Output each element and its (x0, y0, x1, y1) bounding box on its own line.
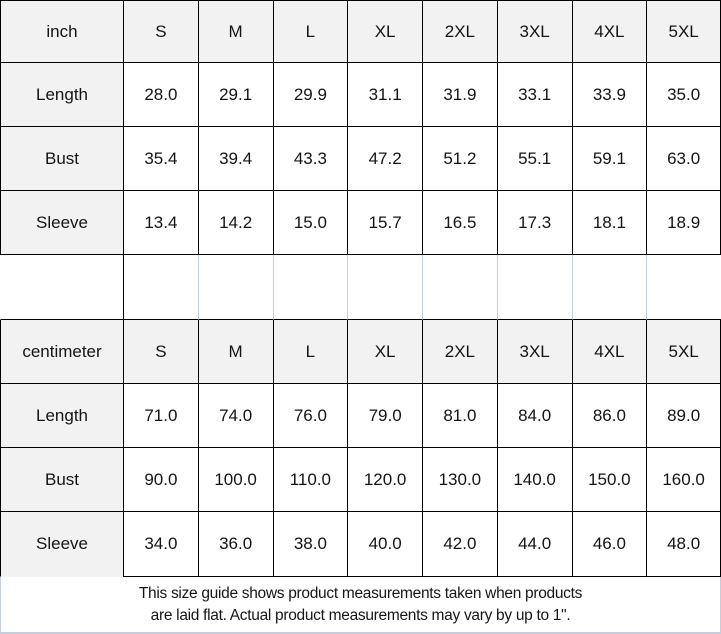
size-header-cell: 5XL (646, 320, 721, 384)
unit-header-cell: inch (0, 0, 123, 63)
value-cell: 55.1 (496, 127, 572, 191)
value-cell: 29.1 (197, 63, 273, 127)
value-cell: 15.0 (272, 191, 348, 255)
spacer-cell (0, 255, 123, 320)
row-label-cell: Bust (0, 448, 123, 512)
value-cell: 90.0 (123, 448, 198, 512)
size-header-cell: 2XL (422, 320, 497, 384)
size-header-cell: 3XL (496, 0, 572, 63)
size-header-cell: 4XL (571, 320, 647, 384)
value-cell: 35.0 (646, 63, 721, 127)
value-cell: 36.0 (197, 512, 273, 577)
value-cell: 43.3 (272, 127, 348, 191)
size-header-cell: XL (347, 320, 422, 384)
value-cell: 100.0 (197, 448, 273, 512)
value-cell: 31.9 (422, 63, 497, 127)
size-header-cell: XL (347, 0, 422, 63)
value-cell: 59.1 (571, 127, 647, 191)
value-cell: 160.0 (646, 448, 721, 512)
value-cell: 81.0 (422, 384, 497, 448)
value-cell: 33.1 (496, 63, 572, 127)
value-cell: 140.0 (496, 448, 572, 512)
spacer-cell (646, 255, 721, 320)
value-cell: 120.0 (347, 448, 422, 512)
value-cell: 46.0 (571, 512, 647, 577)
size-header-cell: M (197, 0, 273, 63)
value-cell: 35.4 (123, 127, 198, 191)
spacer-cell (422, 255, 497, 320)
value-cell: 18.1 (571, 191, 647, 255)
value-cell: 79.0 (347, 384, 422, 448)
value-cell: 15.7 (347, 191, 422, 255)
size-header-cell: L (272, 0, 348, 63)
row-label-cell: Bust (0, 127, 123, 191)
row-label-cell: Length (0, 63, 123, 127)
spacer-cell (571, 255, 647, 320)
value-cell: 150.0 (571, 448, 647, 512)
value-cell: 63.0 (646, 127, 721, 191)
size-header-cell: S (123, 0, 198, 63)
value-cell: 51.2 (422, 127, 497, 191)
value-cell: 28.0 (123, 63, 198, 127)
value-cell: 16.5 (422, 191, 497, 255)
spacer-cell (496, 255, 572, 320)
value-cell: 110.0 (272, 448, 348, 512)
row-label-cell: Sleeve (0, 191, 123, 255)
value-cell: 47.2 (347, 127, 422, 191)
value-cell: 38.0 (272, 512, 348, 577)
value-cell: 18.9 (646, 191, 721, 255)
footer-note-line: This size guide shows product measuremen… (138, 584, 583, 602)
footer-note: This size guide shows product measuremen… (0, 577, 721, 634)
value-cell: 39.4 (197, 127, 273, 191)
value-cell: 44.0 (496, 512, 572, 577)
value-cell: 130.0 (422, 448, 497, 512)
size-header-cell: L (272, 320, 348, 384)
size-header-cell: M (197, 320, 273, 384)
size-header-cell: 4XL (571, 0, 647, 63)
size-header-cell: 3XL (496, 320, 572, 384)
value-cell: 48.0 (646, 512, 721, 577)
value-cell: 74.0 (197, 384, 273, 448)
size-header-cell: 5XL (646, 0, 721, 63)
value-cell: 13.4 (123, 191, 198, 255)
spacer-cell (197, 255, 273, 320)
value-cell: 40.0 (347, 512, 422, 577)
value-cell: 71.0 (123, 384, 198, 448)
value-cell: 17.3 (496, 191, 572, 255)
spacer-cell (123, 255, 198, 320)
unit-header-cell: centimeter (0, 320, 123, 384)
spacer-cell (347, 255, 422, 320)
value-cell: 29.9 (272, 63, 348, 127)
value-cell: 86.0 (571, 384, 647, 448)
spacer-cell (272, 255, 348, 320)
value-cell: 76.0 (272, 384, 348, 448)
value-cell: 14.2 (197, 191, 273, 255)
size-chart-table: inch S M L XL 2XL 3XL 4XL 5XL Length 28.0 29.1 29.9 3… (0, 0, 721, 577)
value-cell: 33.9 (571, 63, 647, 127)
value-cell: 42.0 (422, 512, 497, 577)
footer-note-line: are laid flat. Actual product measuremen… (150, 606, 571, 624)
size-header-cell: 2XL (422, 0, 497, 63)
value-cell: 34.0 (123, 512, 198, 577)
row-label-cell: Sleeve (0, 512, 123, 577)
size-header-cell: S (123, 320, 198, 384)
value-cell: 89.0 (646, 384, 721, 448)
row-label-cell: Length (0, 384, 123, 448)
value-cell: 31.1 (347, 63, 422, 127)
value-cell: 84.0 (496, 384, 572, 448)
